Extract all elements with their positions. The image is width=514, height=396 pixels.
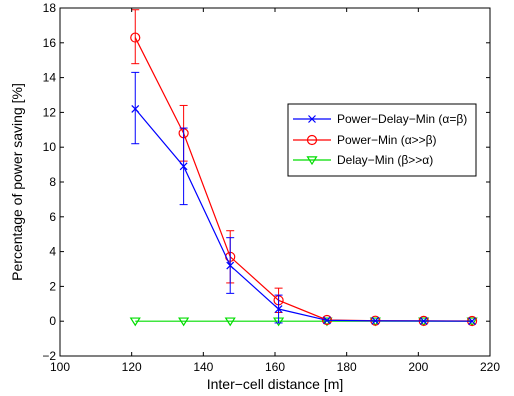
- y-tick-label: 16: [43, 36, 57, 50]
- data-point-marker: [308, 115, 316, 123]
- x-axis-title: Inter−cell distance [m]: [207, 376, 344, 392]
- y-tick-label: 0: [49, 314, 56, 328]
- x-axis-ticks: 100 120 140 160 180 200 220: [50, 8, 500, 374]
- series-x: [131, 71, 477, 326]
- y-tick-label: 18: [43, 1, 57, 15]
- series-line: [134, 108, 473, 322]
- y-axis-ticks: −2 0 2 4 6 8 10 12 14 16 18: [42, 1, 490, 363]
- x-tick-label: 160: [265, 360, 285, 374]
- legend-label: Power−Delay−Min (α=β): [337, 112, 467, 126]
- data-point-marker: [130, 32, 141, 43]
- data-point-marker: [419, 317, 428, 325]
- data-point-marker: [371, 316, 380, 325]
- y-tick-label: 4: [49, 245, 56, 259]
- data-point-marker: [131, 104, 140, 113]
- y-tick-label: 10: [43, 140, 57, 154]
- y-axis-title: Percentage of power saving [%]: [9, 83, 25, 281]
- data-point-marker: [468, 317, 477, 326]
- data-point-marker: [226, 261, 235, 270]
- legend-label: Delay−Min (β>>α): [337, 153, 433, 167]
- y-tick-label: 2: [49, 279, 56, 293]
- data-point-marker: [369, 317, 381, 327]
- data-point-marker: [306, 156, 318, 166]
- data-point-marker: [129, 317, 141, 327]
- data-point-marker: [179, 162, 188, 171]
- y-tick-label: 6: [49, 210, 56, 224]
- x-tick-label: 220: [480, 360, 500, 374]
- data-point-marker: [224, 317, 236, 327]
- data-point-marker: [274, 305, 283, 313]
- data-point-marker: [418, 317, 430, 327]
- series-layer: [129, 9, 478, 327]
- x-tick-label: 140: [193, 360, 213, 374]
- legend: Power−Delay−Min (α=β) Power−Min (α>>β) Del…: [287, 103, 477, 177]
- data-point-marker: [321, 317, 333, 327]
- data-point-marker: [306, 134, 318, 146]
- x-tick-label: 200: [408, 360, 428, 374]
- y-tick-label: 8: [49, 175, 56, 189]
- data-point-marker: [178, 317, 190, 327]
- data-point-marker: [323, 316, 331, 325]
- x-tick-label: 180: [337, 360, 357, 374]
- legend-label: Power−Min (α>>β): [337, 133, 437, 147]
- y-tick-label: 12: [43, 105, 57, 119]
- x-tick-label: 120: [122, 360, 142, 374]
- y-tick-label: 14: [43, 71, 57, 85]
- y-tick-label: −2: [42, 349, 56, 363]
- x-tick-label: 100: [50, 360, 70, 374]
